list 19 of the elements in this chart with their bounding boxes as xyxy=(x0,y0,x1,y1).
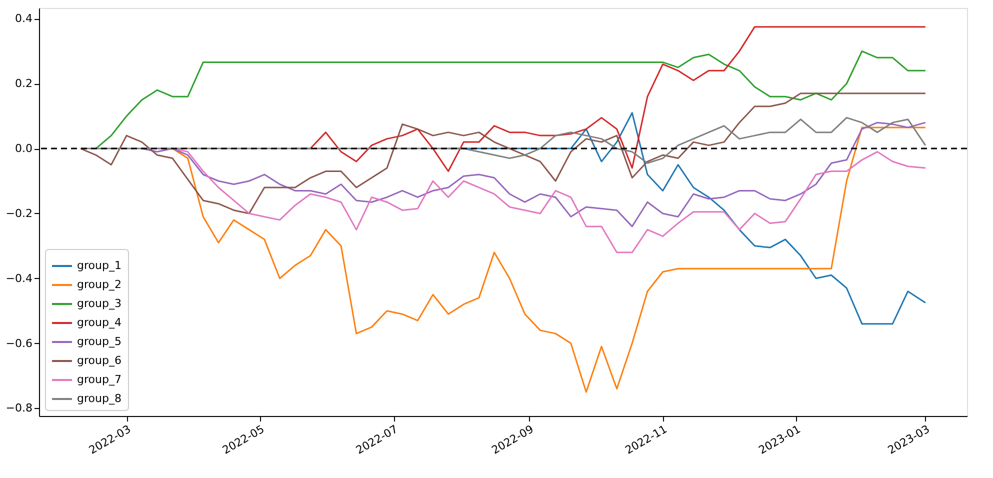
line-series xyxy=(172,148,926,254)
legend-label: group_6 xyxy=(77,354,122,367)
y-tick-label: −0.2 xyxy=(6,206,32,220)
y-tick-label: 0.2 xyxy=(15,77,32,90)
legend-label: group_8 xyxy=(77,392,122,405)
line-series xyxy=(141,122,926,228)
legend-label: group_1 xyxy=(77,259,122,272)
legend-label: group_7 xyxy=(77,373,122,386)
legend-label: group_5 xyxy=(77,335,122,348)
y-tick-label: 0.4 xyxy=(15,12,32,26)
legend-label: group_3 xyxy=(77,297,122,310)
line-series xyxy=(95,50,926,150)
y-tick-label: −0.4 xyxy=(6,272,32,285)
legend-label: group_4 xyxy=(77,316,122,329)
line-series xyxy=(80,92,926,214)
y-tick-label: −0.6 xyxy=(6,336,32,350)
y-tick-label: 0.0 xyxy=(15,142,32,156)
legend-label: group_2 xyxy=(77,278,122,291)
y-tick-label: −0.8 xyxy=(6,402,32,415)
